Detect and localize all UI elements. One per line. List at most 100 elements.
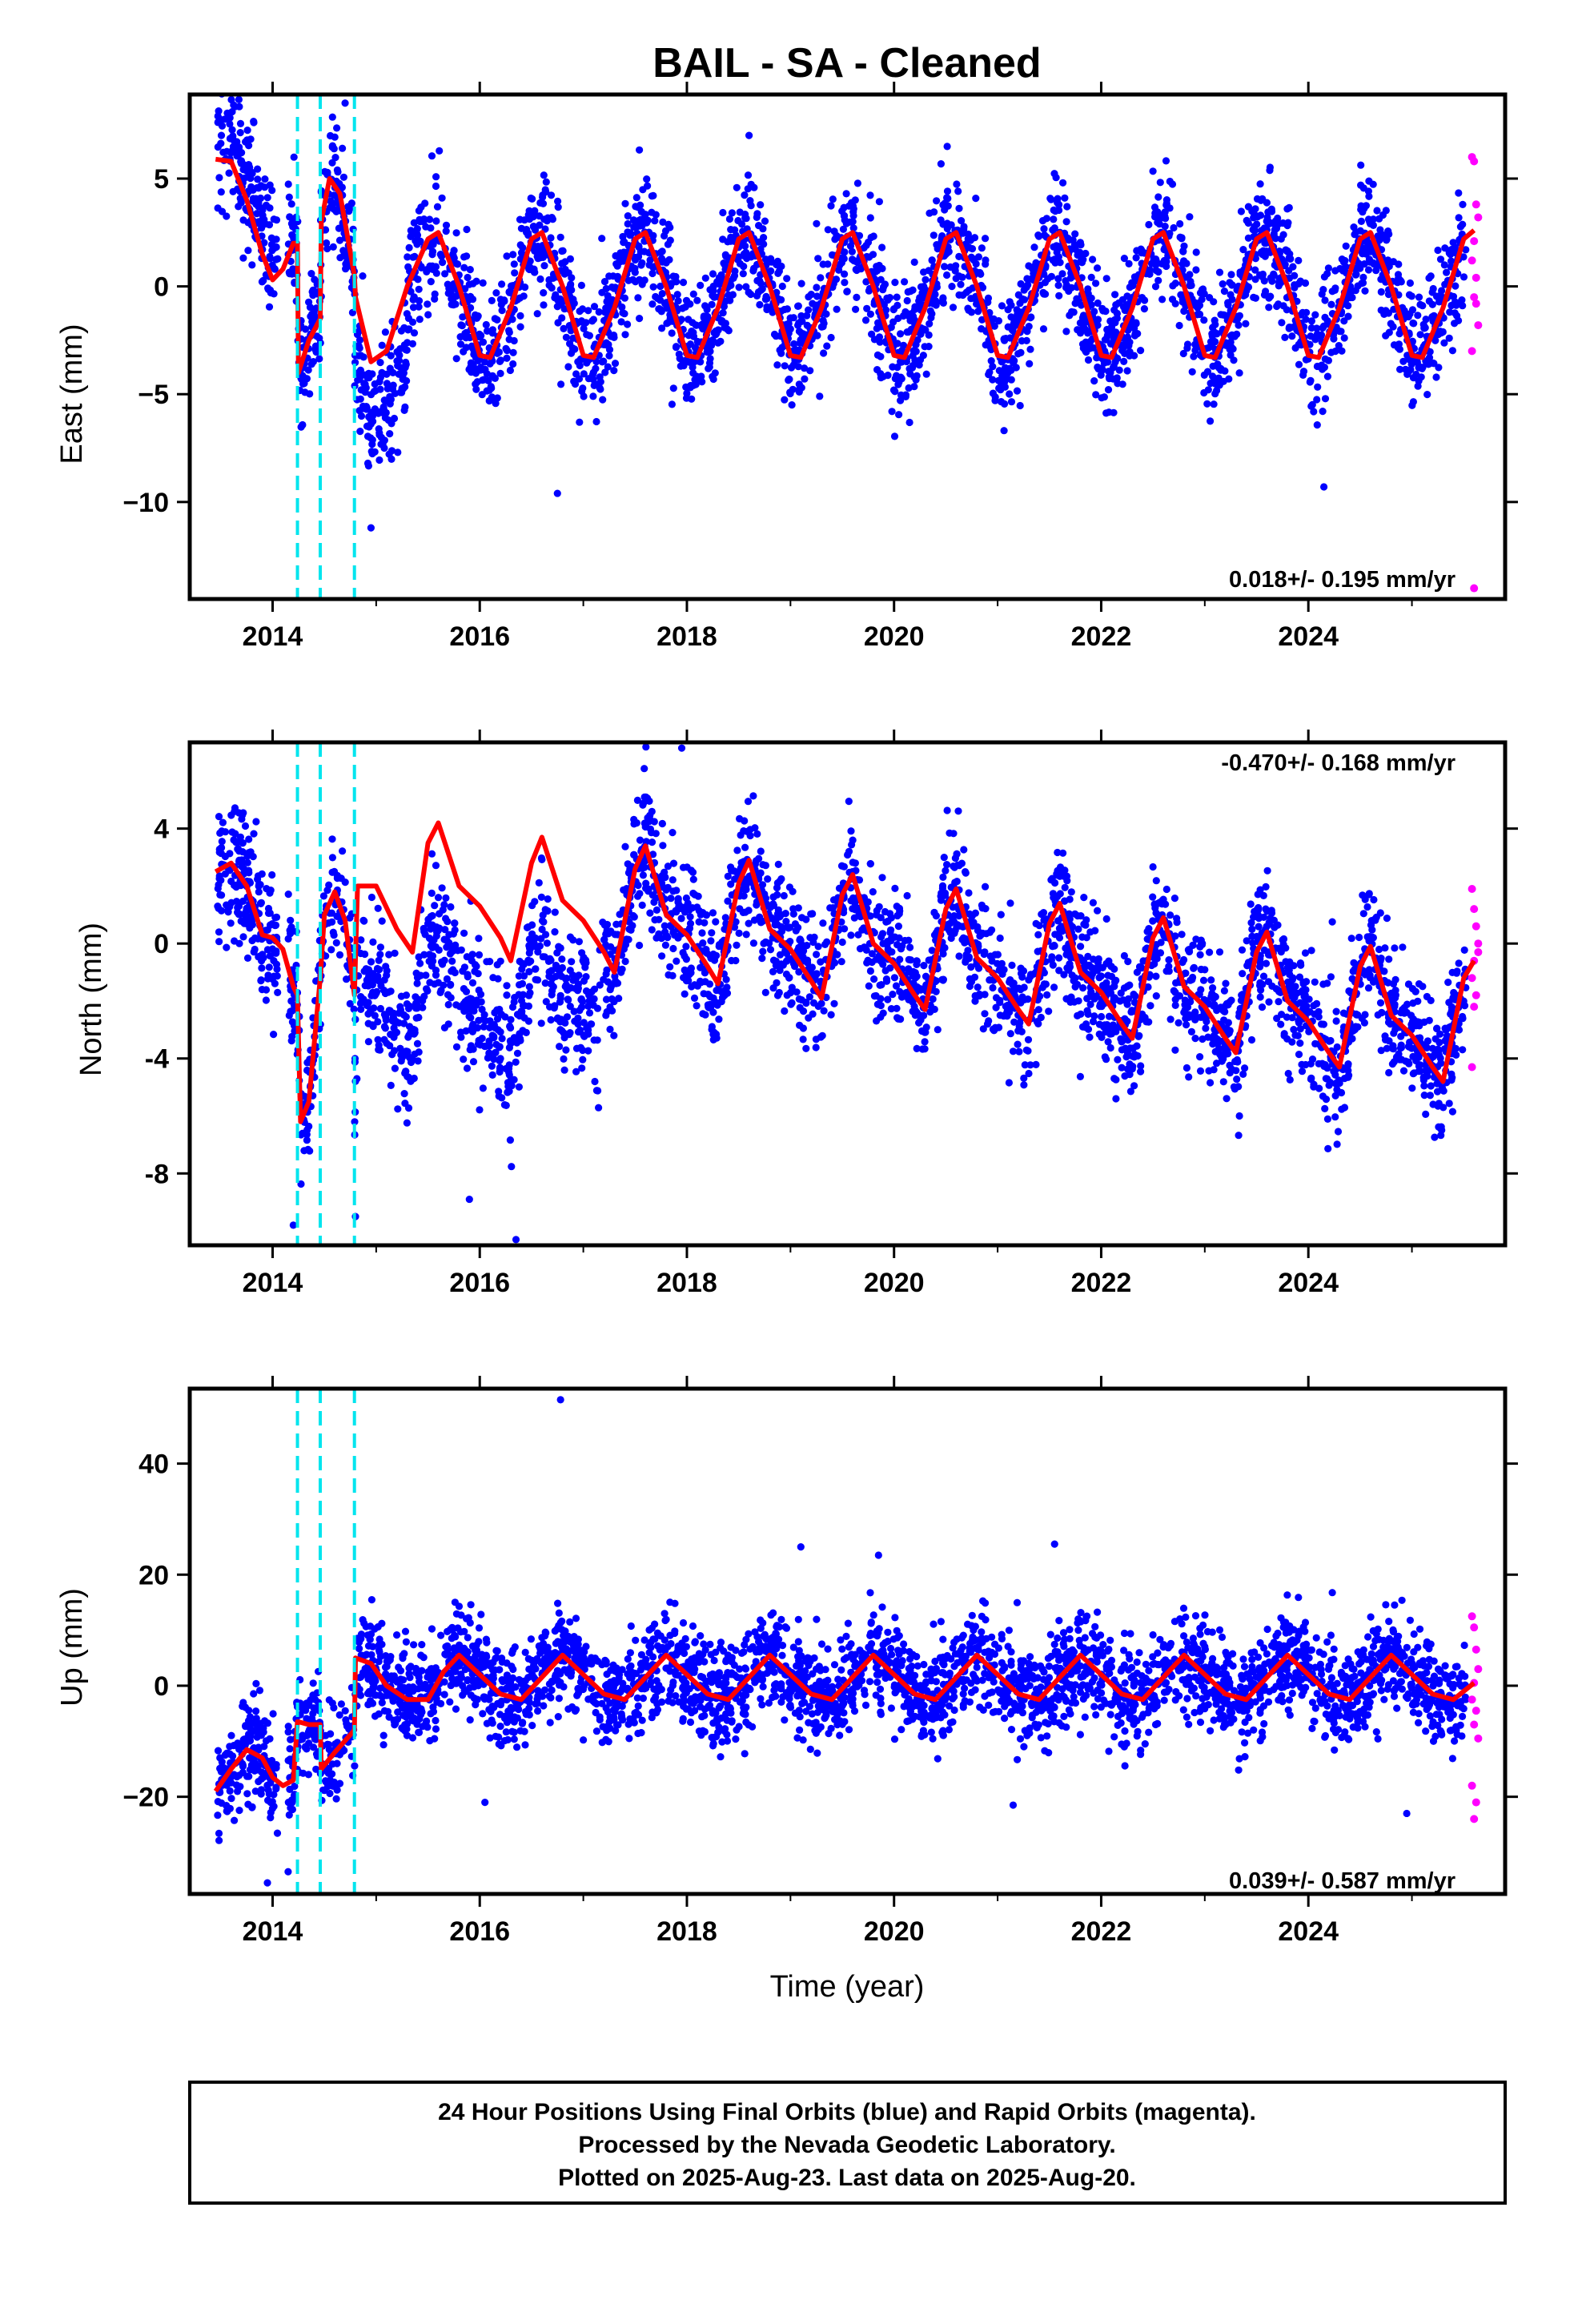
data-point [491, 315, 499, 323]
data-point [1111, 291, 1119, 299]
data-point [509, 251, 517, 259]
data-point [1211, 1001, 1219, 1009]
data-point [1332, 1017, 1340, 1025]
data-point [1415, 293, 1423, 301]
data-point [401, 383, 409, 391]
data-point [989, 983, 997, 992]
data-point [367, 448, 375, 456]
data-point [1361, 287, 1369, 295]
data-point [1279, 302, 1287, 310]
data-point [1321, 395, 1330, 403]
data-point [468, 368, 476, 376]
data-point [1324, 264, 1332, 272]
data-point [1295, 256, 1303, 264]
data-point [479, 338, 488, 346]
data-point [1306, 378, 1314, 386]
data-point [920, 268, 928, 276]
data-point [1211, 374, 1219, 382]
data-point [1399, 1067, 1408, 1075]
data-point [731, 226, 739, 234]
data-point [405, 243, 413, 251]
data-point [967, 295, 975, 303]
data-point [236, 129, 244, 137]
data-point [432, 173, 440, 181]
data-point [669, 944, 677, 953]
data-point [1319, 407, 1327, 416]
data-point [458, 322, 466, 330]
data-point [1327, 973, 1335, 981]
rapid-point [1472, 200, 1480, 209]
data-point [1059, 179, 1067, 187]
data-point [460, 348, 468, 356]
data-point [1258, 1003, 1267, 1011]
data-point [1337, 1088, 1346, 1097]
x-tick-label: 2022 [1071, 621, 1132, 652]
data-point [431, 295, 439, 303]
data-point [1381, 944, 1389, 952]
data-point [1082, 326, 1090, 334]
data-point [656, 282, 665, 291]
data-point [809, 1010, 817, 1018]
data-point [334, 168, 342, 176]
data-point [1427, 272, 1435, 280]
rapid-point [1470, 293, 1479, 302]
data-point [374, 1018, 382, 1026]
data-point [1281, 333, 1289, 341]
data-point [228, 126, 236, 134]
data-point [236, 833, 244, 841]
data-point [1034, 231, 1042, 239]
data-point [512, 1058, 520, 1066]
data-point [356, 352, 365, 360]
data-point [1299, 368, 1308, 376]
data-point [1455, 189, 1463, 197]
data-point [544, 895, 552, 903]
data-point [223, 212, 231, 220]
data-point [897, 330, 905, 338]
data-point [226, 120, 234, 128]
data-point [1428, 288, 1436, 296]
data-point [241, 174, 249, 182]
data-point [1104, 330, 1112, 338]
data-point [581, 319, 589, 327]
data-point [790, 340, 798, 348]
data-point [1022, 283, 1030, 292]
data-point [893, 372, 901, 380]
data-point [1113, 374, 1121, 382]
data-point [315, 355, 323, 363]
data-point [238, 149, 246, 157]
data-point [1256, 180, 1264, 188]
data-point [669, 859, 678, 867]
rapid-point [1468, 256, 1476, 265]
data-point [441, 270, 449, 278]
data-point [643, 175, 651, 183]
data-point [658, 324, 666, 332]
data-point [566, 1029, 574, 1037]
data-point [287, 923, 295, 931]
data-point [1054, 848, 1062, 857]
data-point [1156, 179, 1164, 187]
data-point [939, 201, 947, 209]
data-point [697, 281, 705, 289]
data-point [247, 135, 255, 143]
data-point [877, 352, 885, 360]
data-point [376, 359, 384, 367]
data-point [1359, 279, 1367, 287]
data-point [1390, 341, 1399, 349]
data-point [495, 348, 504, 356]
data-point [538, 925, 546, 934]
data-point [516, 312, 524, 320]
data-point [766, 304, 775, 312]
north-panel: North (mm) -0.470+/- 0.168 mm/yr 2014 201… [74, 730, 1518, 1298]
data-point [1227, 332, 1235, 340]
data-point [1314, 383, 1322, 391]
data-point [378, 341, 386, 349]
data-point [689, 290, 697, 298]
data-point [758, 955, 766, 963]
data-point [1166, 1015, 1174, 1023]
data-point [868, 950, 876, 958]
data-point [1162, 215, 1170, 223]
east-rate-label: 0.018+/- 0.195 mm/yr [1229, 567, 1456, 593]
data-point [249, 186, 257, 194]
data-point [560, 270, 568, 278]
